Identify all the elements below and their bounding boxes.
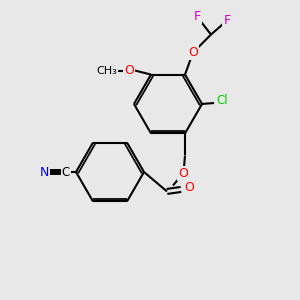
Text: CH₃: CH₃ (97, 66, 117, 76)
Text: F: F (224, 14, 231, 27)
Text: C: C (62, 166, 70, 178)
Text: Cl: Cl (216, 94, 228, 106)
Text: O: O (178, 167, 188, 180)
Text: F: F (194, 10, 201, 23)
Text: O: O (184, 181, 194, 194)
Text: O: O (124, 64, 134, 77)
Text: O: O (188, 46, 198, 59)
Text: N: N (39, 166, 49, 178)
